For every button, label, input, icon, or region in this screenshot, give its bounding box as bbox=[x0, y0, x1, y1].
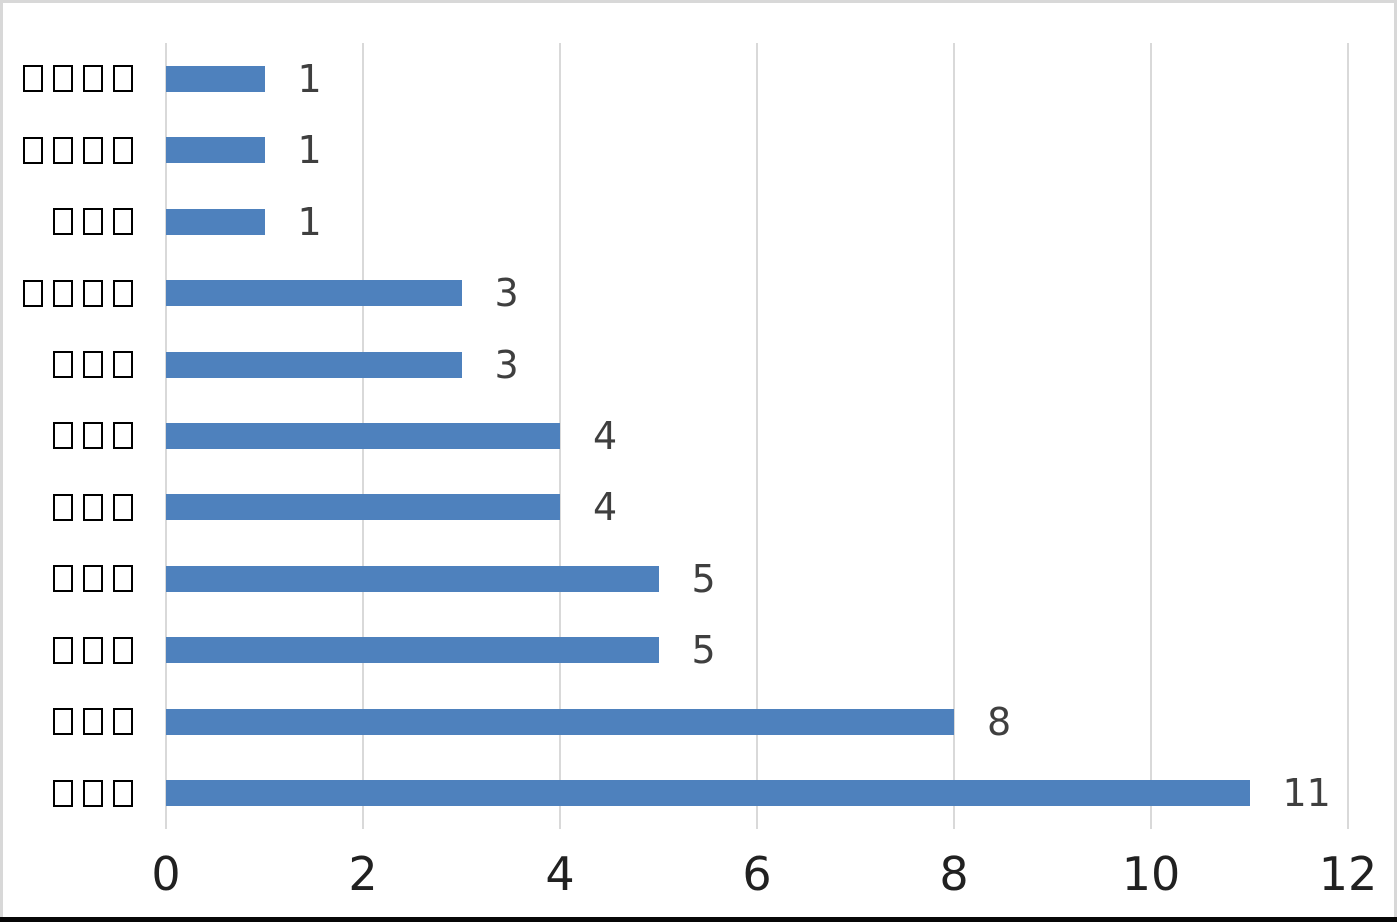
tofu-glyph bbox=[53, 708, 73, 736]
tofu-glyph bbox=[113, 636, 133, 664]
tofu-glyph bbox=[83, 779, 103, 807]
category-axis bbox=[0, 43, 133, 829]
tofu-glyph bbox=[53, 136, 73, 164]
value-label: 1 bbox=[297, 199, 322, 244]
tofu-glyph bbox=[113, 279, 133, 307]
gridline bbox=[756, 43, 758, 829]
bar bbox=[166, 422, 560, 449]
bar-row: 5 bbox=[166, 543, 1348, 614]
bar bbox=[166, 351, 462, 378]
bar bbox=[166, 565, 659, 592]
bar bbox=[166, 708, 954, 735]
value-label: 3 bbox=[494, 271, 519, 316]
bar bbox=[166, 637, 659, 664]
tofu-glyph bbox=[113, 351, 133, 379]
tofu-glyph bbox=[83, 493, 103, 521]
bar bbox=[166, 208, 265, 235]
tofu-glyph bbox=[83, 708, 103, 736]
tofu-glyph bbox=[113, 65, 133, 93]
bar bbox=[166, 780, 1250, 807]
x-tick-label: 8 bbox=[939, 847, 969, 901]
bar-row: 1 bbox=[166, 186, 1348, 257]
tofu-glyph bbox=[113, 779, 133, 807]
tofu-glyph bbox=[83, 565, 103, 593]
gridline bbox=[1347, 43, 1349, 829]
bar-row: 8 bbox=[166, 686, 1348, 757]
value-label: 1 bbox=[297, 56, 322, 101]
tofu-glyph bbox=[23, 279, 43, 307]
tofu-glyph bbox=[113, 565, 133, 593]
category-label bbox=[0, 186, 133, 257]
tofu-glyph bbox=[53, 493, 73, 521]
category-label bbox=[0, 686, 133, 757]
category-label bbox=[0, 329, 133, 400]
tofu-glyph bbox=[53, 565, 73, 593]
gridline bbox=[1150, 43, 1152, 829]
category-label bbox=[0, 114, 133, 185]
tofu-glyph bbox=[83, 351, 103, 379]
value-label: 11 bbox=[1282, 771, 1331, 816]
x-axis: 0 2 4 6 8 10 12 bbox=[0, 851, 1397, 907]
value-label: 3 bbox=[494, 342, 519, 387]
tofu-glyph bbox=[53, 422, 73, 450]
category-label bbox=[0, 472, 133, 543]
x-tick-label: 0 bbox=[151, 847, 181, 901]
bar-row: 4 bbox=[166, 400, 1348, 471]
gridline bbox=[559, 43, 561, 829]
tofu-glyph bbox=[83, 636, 103, 664]
category-label bbox=[0, 257, 133, 328]
bar bbox=[166, 65, 265, 92]
plot-area: 1 1 1 3 3 4 4 5 5 8 11 bbox=[165, 43, 1349, 829]
bar-row: 3 bbox=[166, 257, 1348, 328]
category-label bbox=[0, 758, 133, 829]
value-label: 5 bbox=[691, 556, 716, 601]
tofu-glyph bbox=[53, 65, 73, 93]
tofu-glyph bbox=[83, 136, 103, 164]
tofu-glyph bbox=[53, 208, 73, 236]
bar-row: 1 bbox=[166, 114, 1348, 185]
x-tick-label: 10 bbox=[1121, 847, 1181, 901]
tofu-glyph bbox=[53, 779, 73, 807]
value-label: 8 bbox=[987, 699, 1012, 744]
tofu-glyph bbox=[83, 208, 103, 236]
x-tick-label: 2 bbox=[348, 847, 378, 901]
x-tick-label: 4 bbox=[545, 847, 575, 901]
value-label: 4 bbox=[593, 413, 618, 458]
tofu-glyph bbox=[113, 708, 133, 736]
bar bbox=[166, 494, 560, 521]
category-label bbox=[0, 615, 133, 686]
tofu-glyph bbox=[23, 65, 43, 93]
value-label: 4 bbox=[593, 485, 618, 530]
bar bbox=[166, 137, 265, 164]
tofu-glyph bbox=[53, 351, 73, 379]
bar-row: 3 bbox=[166, 329, 1348, 400]
bars-layer: 1 1 1 3 3 4 4 5 5 8 11 bbox=[166, 43, 1348, 829]
value-label: 1 bbox=[297, 128, 322, 173]
tofu-glyph bbox=[83, 422, 103, 450]
tofu-glyph bbox=[53, 279, 73, 307]
tofu-glyph bbox=[83, 65, 103, 93]
value-label: 5 bbox=[691, 628, 716, 673]
bar-row: 1 bbox=[166, 43, 1348, 114]
tofu-glyph bbox=[23, 136, 43, 164]
category-label bbox=[0, 43, 133, 114]
category-label bbox=[0, 400, 133, 471]
tofu-glyph bbox=[113, 422, 133, 450]
x-tick-label: 6 bbox=[742, 847, 772, 901]
bar-row: 4 bbox=[166, 472, 1348, 543]
tofu-glyph bbox=[113, 493, 133, 521]
gridline bbox=[953, 43, 955, 829]
x-tick-label: 12 bbox=[1318, 847, 1378, 901]
bar-row: 11 bbox=[166, 758, 1348, 829]
tofu-glyph bbox=[53, 636, 73, 664]
category-label bbox=[0, 543, 133, 614]
tofu-glyph bbox=[113, 208, 133, 236]
tofu-glyph bbox=[83, 279, 103, 307]
window-bottom-edge bbox=[0, 917, 1397, 922]
tofu-glyph bbox=[113, 136, 133, 164]
bar-row: 5 bbox=[166, 615, 1348, 686]
bar bbox=[166, 280, 462, 307]
